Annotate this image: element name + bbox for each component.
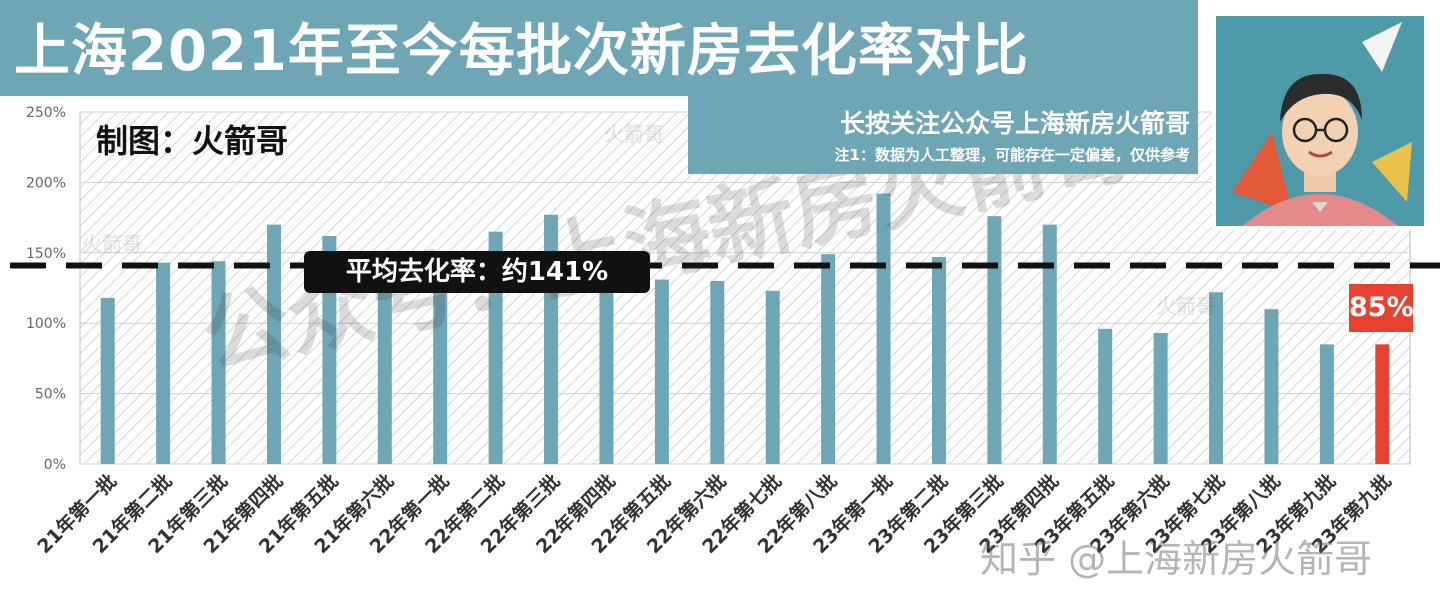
bar xyxy=(1319,344,1334,464)
subtitle-box: 长按关注公众号上海新房火箭哥 注1：数据为人工整理，可能存在一定偏差，仅供参考 xyxy=(688,96,1198,174)
bar xyxy=(211,261,226,464)
bar xyxy=(821,254,836,464)
bar xyxy=(1375,344,1390,464)
x-axis: 21年第一批21年第二批21年第三批21年第四批21年第五批21年第六批22年第… xyxy=(33,469,1396,558)
author-avatar xyxy=(1212,12,1428,230)
average-label: 平均去化率：约141% xyxy=(304,251,650,293)
data-note: 注1：数据为人工整理，可能存在一定偏差，仅供参考 xyxy=(834,146,1190,164)
y-tick-label: 50% xyxy=(35,387,66,403)
author-label: 制图：火箭哥 xyxy=(96,122,289,160)
chart-title: 上海2021年至今每批次新房去化率对比 xyxy=(14,19,1029,84)
avatar-illustration xyxy=(1216,16,1424,226)
bar xyxy=(1153,333,1168,464)
y-tick-label: 150% xyxy=(26,246,66,262)
bar xyxy=(876,193,891,464)
bar xyxy=(710,280,725,464)
bar xyxy=(266,224,281,464)
bar xyxy=(931,257,946,464)
bar xyxy=(1042,224,1057,464)
bar xyxy=(100,297,115,464)
bar xyxy=(987,216,1002,464)
bar xyxy=(765,290,780,464)
bar xyxy=(433,289,448,464)
bar xyxy=(377,285,392,464)
bar xyxy=(1264,309,1279,464)
bar-series xyxy=(100,193,1390,464)
y-tick-label: 200% xyxy=(26,175,66,191)
y-tick-label: 0% xyxy=(44,457,66,473)
y-axis: 0% 50% 100% 150% 200% 250% xyxy=(26,105,66,473)
title-banner: 上海2021年至今每批次新房去化率对比 xyxy=(0,0,1198,96)
bar xyxy=(599,292,614,464)
bar xyxy=(1098,328,1113,464)
bar xyxy=(654,279,669,464)
highlight-badge: 85% xyxy=(1349,284,1414,332)
y-tick-label: 250% xyxy=(26,105,66,121)
subtitle: 长按关注公众号上海新房火箭哥 xyxy=(839,109,1190,138)
y-tick-label: 100% xyxy=(26,316,66,332)
bar xyxy=(1209,292,1224,464)
bar xyxy=(156,262,171,464)
